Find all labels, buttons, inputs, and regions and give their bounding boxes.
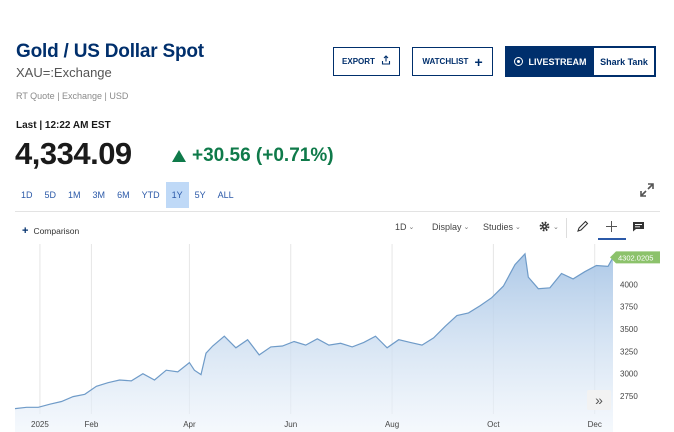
annotation-button[interactable]: [632, 221, 645, 232]
studies-dropdown[interactable]: Studies ⌄: [483, 222, 521, 232]
y-tick-label: 3500: [620, 325, 638, 334]
draw-tool-button[interactable]: [576, 220, 589, 233]
quote-meta: RT Quote | Exchange | USD: [16, 91, 129, 101]
x-tick-label: Dec: [588, 420, 602, 429]
x-tick-label: Feb: [85, 420, 99, 429]
livestream-show: Shark Tank: [600, 56, 648, 67]
chevron-down-icon: ⌄: [515, 224, 521, 231]
display-dropdown[interactable]: Display ⌄: [432, 222, 469, 232]
range-1m[interactable]: 1M: [68, 190, 81, 200]
range-3m[interactable]: 3M: [92, 190, 106, 200]
up-arrow-icon: [172, 150, 186, 162]
watchlist-label: WATCHLIST: [422, 57, 469, 66]
scroll-right-button[interactable]: »: [587, 390, 611, 410]
y-tick-label: 3250: [620, 347, 638, 356]
gear-icon: [539, 221, 550, 232]
symbol-subtitle: XAU=:Exchange: [16, 65, 112, 80]
chevron-down-icon: ⌄: [553, 223, 559, 231]
last-trade-time: Last | 12:22 AM EST: [16, 120, 111, 131]
y-tick-label: 3750: [620, 303, 638, 312]
active-tool-indicator: [598, 238, 626, 240]
live-icon: [514, 57, 524, 66]
x-tick-label: Apr: [183, 420, 196, 429]
crosshair-button[interactable]: [605, 220, 618, 233]
range-1y[interactable]: 1Y: [165, 182, 189, 208]
comparison-button[interactable]: + Comparison: [22, 225, 79, 237]
x-tick-label: Aug: [385, 420, 399, 429]
watchlist-button[interactable]: WATCHLIST +: [412, 47, 493, 76]
range-6m[interactable]: 6M: [117, 190, 130, 200]
export-icon: [381, 55, 391, 68]
range-selector: 1D 5D 1M 3M 6M YTD 1Y 5Y ALL: [15, 182, 240, 208]
page-title: Gold / US Dollar Spot: [16, 41, 204, 62]
interval-label: 1D: [395, 222, 407, 232]
livestream-label: LIVESTREAM: [528, 56, 587, 67]
settings-button[interactable]: ⌄: [538, 220, 559, 233]
price-line: [14, 252, 614, 410]
price-change: +30.56 (+0.71%): [172, 145, 334, 167]
price-area: [15, 253, 613, 432]
last-price: 4,334.09: [15, 136, 132, 171]
chart-area[interactable]: [15, 211, 660, 432]
comparison-label: Comparison: [33, 226, 80, 236]
chevron-down-icon: ⌄: [463, 224, 470, 231]
interval-dropdown[interactable]: 1D ⌄: [395, 222, 414, 232]
studies-label: Studies: [483, 222, 514, 232]
range-5y[interactable]: 5Y: [194, 190, 206, 200]
double-chevron-right-icon: »: [595, 392, 603, 408]
y-tick-label: 2750: [620, 392, 638, 401]
y-tick-label: 4000: [620, 280, 638, 289]
last-value-tag: [610, 251, 660, 264]
plus-icon: +: [22, 225, 29, 237]
x-tick-label: Oct: [487, 420, 500, 429]
expand-icon[interactable]: [638, 181, 656, 199]
range-all[interactable]: ALL: [217, 190, 234, 200]
range-5d[interactable]: 5D: [44, 190, 57, 200]
range-1d[interactable]: 1D: [21, 190, 33, 200]
crosshair-icon: [606, 221, 617, 232]
livestream-button[interactable]: LIVESTREAM Shark Tank: [505, 46, 656, 77]
export-label: EXPORT: [342, 57, 375, 66]
comment-icon: [633, 222, 644, 232]
y-tick-label: 3000: [620, 370, 638, 379]
x-tick-label: Jun: [284, 420, 297, 429]
range-ytd[interactable]: YTD: [141, 190, 160, 200]
x-tick-label: 2025: [31, 420, 49, 429]
toolbar-divider: [566, 218, 567, 238]
export-button[interactable]: EXPORT: [333, 47, 400, 76]
plus-icon: +: [474, 53, 483, 70]
display-label: Display: [432, 222, 462, 232]
chevron-down-icon: ⌄: [408, 224, 415, 231]
price-change-value: +30.56 (+0.71%): [192, 145, 334, 166]
last-value-label: 4302.0205: [618, 253, 653, 262]
pencil-icon: [577, 220, 589, 232]
